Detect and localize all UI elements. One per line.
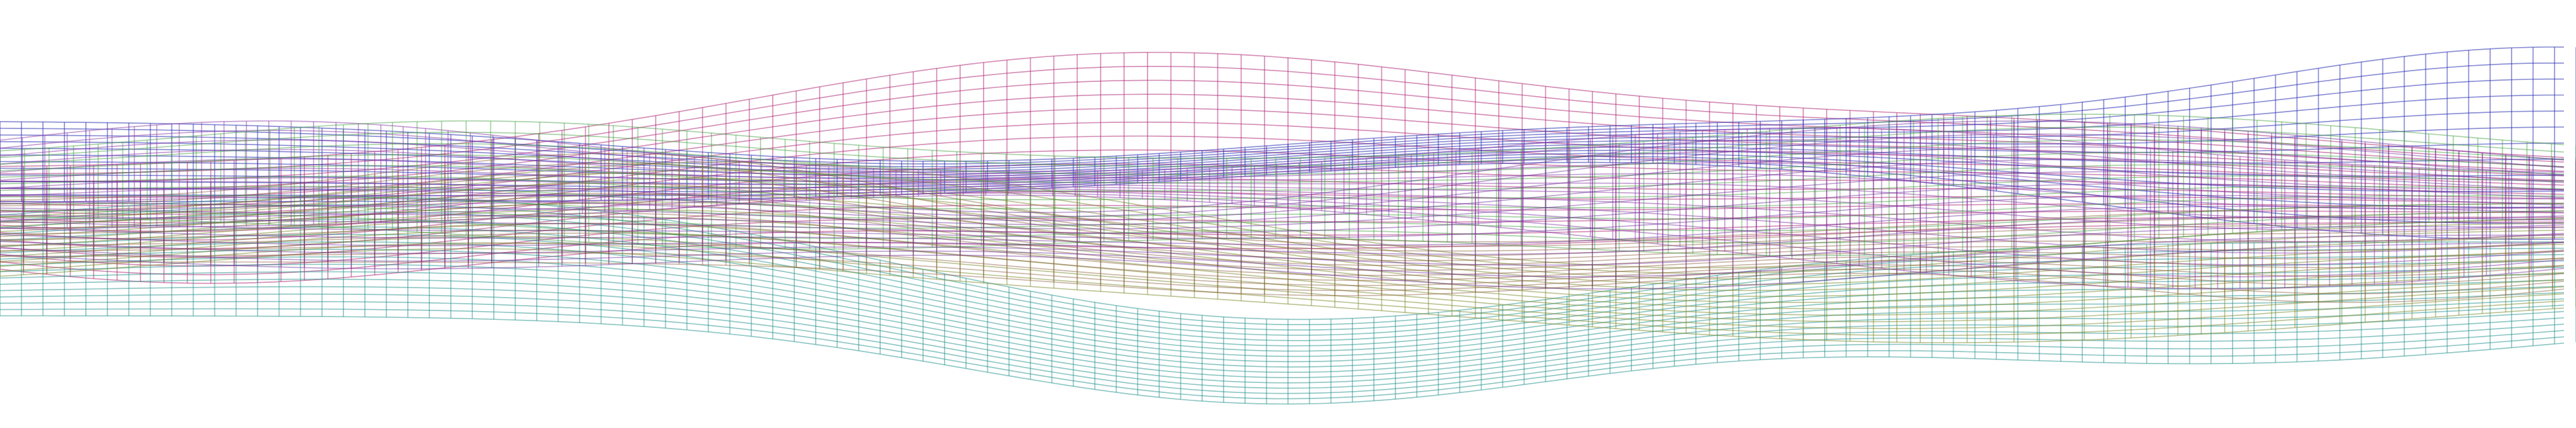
magenta-peak-ribbon-row-line bbox=[0, 149, 2565, 224]
blue-ribbon-row-line bbox=[0, 161, 2565, 240]
brown-ribbon-row-line bbox=[0, 192, 2565, 261]
magenta-peak-ribbon-row-line bbox=[0, 79, 2565, 182]
violet-ribbon-row-line bbox=[0, 158, 2565, 210]
green-ribbon-row-line bbox=[0, 175, 2565, 200]
magenta-peak-ribbon-row-line bbox=[0, 108, 2565, 198]
purple-ribbon-row-line bbox=[0, 216, 2565, 255]
brown-ribbon-row-line bbox=[0, 202, 2565, 266]
teal-ribbon-row-line bbox=[0, 234, 2565, 347]
olive-ribbon-row-line bbox=[0, 201, 2565, 297]
magenta-peak-ribbon-row-line bbox=[0, 52, 2565, 167]
brown-ribbon-row-line bbox=[0, 222, 2565, 276]
violet-ribbon-row-line bbox=[0, 190, 2565, 265]
teal-ribbon-row-line bbox=[0, 278, 2565, 378]
teal-ribbon-row-line bbox=[0, 315, 2565, 405]
green-ribbon-row-line bbox=[0, 126, 2565, 167]
olive-ribbon-row-line bbox=[0, 236, 2565, 329]
green-ribbon-row-line bbox=[0, 152, 2565, 183]
olive-ribbon-row-line bbox=[0, 194, 2565, 292]
violet-ribbon-row-line bbox=[0, 139, 2564, 191]
violet-ribbon-row-line bbox=[0, 185, 2565, 243]
olive-ribbon-row-line bbox=[0, 222, 2565, 316]
purple-ribbon-row-line bbox=[0, 183, 2565, 234]
teal-ribbon-row-line bbox=[0, 218, 2565, 336]
green-ribbon-row-line bbox=[0, 210, 2565, 244]
purple-ribbon-row-line bbox=[0, 242, 2565, 290]
blue-ribbon-row-line bbox=[0, 146, 2565, 182]
brown-ribbon-row-line bbox=[0, 153, 2565, 243]
brown-ribbon-row-line bbox=[0, 252, 2565, 294]
violet-ribbon-row-line bbox=[0, 120, 2565, 173]
olive-ribbon-row-line bbox=[0, 229, 2565, 323]
green-ribbon-row-line bbox=[0, 139, 2565, 175]
olive-ribbon bbox=[0, 161, 2576, 343]
blue-ribbon-row-line bbox=[0, 78, 2564, 167]
violet-ribbon-row-line bbox=[0, 148, 2565, 200]
teal-ribbon-row-line bbox=[0, 263, 2565, 368]
purple-ribbon-row-line bbox=[0, 234, 2564, 277]
teal-ribbon-row-line bbox=[0, 293, 2565, 389]
purple-ribbon-row-line bbox=[0, 171, 2565, 230]
blue-ribbon-row-line bbox=[0, 62, 2564, 165]
purple-ribbon-row-line bbox=[0, 226, 2565, 266]
blue-ribbon-row-line bbox=[0, 110, 2565, 173]
purple-ribbon-row-line bbox=[0, 133, 2565, 218]
green-ribbon-row-line bbox=[0, 203, 2564, 232]
purple-ribbon-row-line bbox=[0, 206, 2565, 246]
brown-ribbon-row-line bbox=[0, 182, 2565, 257]
teal-ribbon bbox=[0, 196, 2576, 405]
green-ribbon-row-line bbox=[0, 185, 2565, 210]
olive-ribbon-row-line bbox=[0, 248, 2565, 343]
green-ribbon-row-line bbox=[0, 195, 2565, 220]
blue-ribbon-row-line bbox=[0, 94, 2564, 170]
teal-ribbon-row-line bbox=[0, 196, 2564, 320]
green-ribbon bbox=[0, 114, 2576, 257]
olive-ribbon-row-line bbox=[0, 161, 2565, 269]
olive-ribbon-row-line bbox=[0, 169, 2565, 274]
violet-ribbon-row-line bbox=[0, 130, 2565, 182]
teal-ribbon-row-line bbox=[0, 300, 2565, 394]
brown-ribbon-row-line bbox=[0, 163, 2565, 247]
teal-ribbon-row-line bbox=[0, 204, 2565, 325]
violet-ribbon-row-line bbox=[0, 192, 2565, 277]
purple-ribbon-row-line bbox=[0, 194, 2565, 239]
olive-ribbon-row-line bbox=[0, 242, 2565, 337]
green-ribbon-row-line bbox=[0, 216, 2565, 257]
blue-ribbon-row-line bbox=[0, 46, 2565, 162]
teal-ribbon-row-line bbox=[0, 286, 2565, 384]
brown-ribbon-row-line bbox=[0, 212, 2565, 271]
magenta-peak-ribbon-row-line bbox=[0, 221, 2565, 284]
olive-ribbon-row-line bbox=[0, 185, 2565, 286]
teal-ribbon-row-line bbox=[0, 308, 2565, 400]
brown-ribbon-row-line bbox=[0, 261, 2565, 303]
olive-ribbon-row-line bbox=[0, 208, 2565, 304]
green-ribbon-row-line bbox=[0, 114, 2565, 159]
blue-ribbon-row-line bbox=[0, 142, 2565, 179]
purple-ribbon-row-line bbox=[0, 146, 2565, 222]
brown-ribbon bbox=[0, 153, 2576, 303]
violet-ribbon-row-line bbox=[0, 188, 2565, 254]
purple-ribbon-row-line bbox=[0, 120, 2565, 214]
violet-ribbon-row-line bbox=[0, 167, 2565, 220]
teal-ribbon-row-line bbox=[0, 256, 2565, 363]
blue-ribbon-row-line bbox=[0, 126, 2565, 176]
green-ribbon-row-line bbox=[0, 164, 2565, 192]
blue-ribbon-row-line bbox=[0, 153, 2565, 192]
brown-ribbon-row-line bbox=[0, 232, 2565, 282]
violet-ribbon-row-line bbox=[0, 194, 2565, 290]
teal-ribbon-row-line bbox=[0, 271, 2565, 373]
magenta-peak-ribbon-row-line bbox=[0, 191, 2565, 249]
purple-ribbon bbox=[0, 120, 2576, 290]
ribbon-layer bbox=[0, 46, 2576, 405]
blue-ribbon-row-line bbox=[0, 156, 2565, 208]
violet-ribbon bbox=[0, 120, 2576, 290]
brown-ribbon-row-line bbox=[0, 173, 2565, 252]
violet-ribbon-row-line bbox=[0, 177, 2565, 231]
brown-ribbon-row-line bbox=[0, 243, 2565, 286]
olive-ribbon-row-line bbox=[0, 177, 2565, 280]
purple-ribbon-row-line bbox=[0, 159, 2565, 226]
